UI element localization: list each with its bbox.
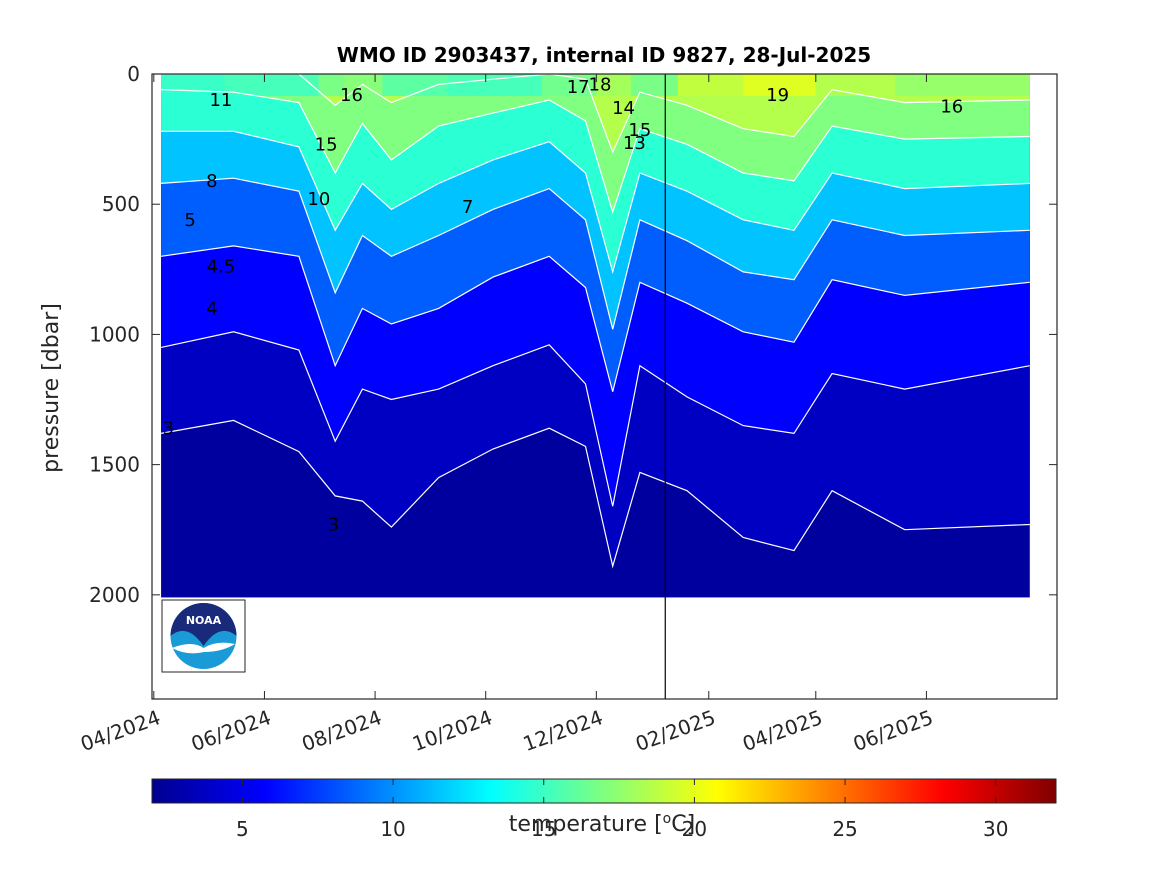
surface-temperature-cell: [630, 74, 678, 96]
contour-label: 3: [163, 418, 174, 439]
colorbar-tick-label: 15: [531, 817, 556, 841]
y-axis: 0 500 1000 1500 2000: [89, 62, 1057, 607]
colorbar-tick-label: 20: [682, 817, 707, 841]
surface-temperature-cell: [677, 74, 744, 96]
surface-temperature-cell: [743, 74, 816, 96]
surface-temperature-cell: [382, 74, 448, 96]
y-tick-label: 500: [102, 192, 140, 216]
y-tick-label: 2000: [89, 583, 140, 607]
surface-temperature-cell: [318, 74, 345, 96]
chart-title: WMO ID 2903437, internal ID 9827, 28-Jul…: [337, 43, 871, 67]
noaa-logo: NOAA: [161, 599, 246, 673]
isotherm-13-line: [161, 130, 1030, 275]
surface-temperature-cell: [541, 74, 597, 96]
isotherm-4-5-line: [160, 331, 1030, 507]
contour-label: 8: [206, 171, 217, 192]
contour-label: 18: [589, 74, 612, 95]
isotherm-contours: [160, 74, 1030, 569]
contour-label: 17: [567, 77, 590, 98]
surface-temperature-cell: [224, 74, 319, 96]
contour-label: 7: [462, 197, 473, 218]
isotherm-3-line: [160, 419, 1030, 569]
plot-frame: [151, 73, 1058, 700]
y-tick-label: 1500: [89, 453, 140, 477]
colorbar-label: temperature [oC]: [509, 811, 695, 837]
contour-label: 19: [766, 85, 789, 106]
contour-label: 13: [623, 133, 646, 154]
y-tick-label: 0: [127, 62, 140, 86]
colorbar-tick-label: 30: [983, 817, 1008, 841]
contour-label: 11: [209, 90, 232, 111]
y-axis-label: pressure [dbar]: [39, 303, 64, 473]
contour-label: 16: [940, 97, 963, 118]
contour-label: 16: [340, 85, 363, 106]
colorbar-tick-label: 25: [832, 817, 857, 841]
colorbar: [151, 778, 1057, 804]
colorbar-tick-label: 10: [380, 817, 405, 841]
isotherm-10-line: [161, 177, 1030, 330]
isotherm-18-line: [161, 74, 1030, 154]
surface-temperature-cell: [815, 74, 896, 96]
contour-label: 14: [612, 98, 635, 119]
surface-temperature-cell: [895, 74, 1030, 96]
surface-temperature-cell: [447, 74, 542, 96]
surface-temperature-cell: [596, 74, 631, 96]
contour-label: 15: [315, 134, 338, 155]
contour-label: 4: [206, 298, 217, 319]
temperature-field: [161, 74, 1030, 598]
colorbar-tick-label: 5: [236, 817, 249, 841]
contour-label: 4.5: [207, 257, 236, 278]
contour-label: 3: [328, 515, 339, 536]
contour-label: 15: [628, 120, 651, 141]
contour-label: 5: [184, 210, 195, 231]
isotherm-16-line: [161, 89, 1030, 215]
colorbar-ticks: 5 10 15 20 25 30: [236, 779, 1008, 841]
svg-text:NOAA: NOAA: [186, 614, 222, 627]
y-tick-label: 1000: [89, 322, 140, 346]
isotherm-7-line: [161, 245, 1030, 392]
contour-label: 10: [307, 189, 330, 210]
